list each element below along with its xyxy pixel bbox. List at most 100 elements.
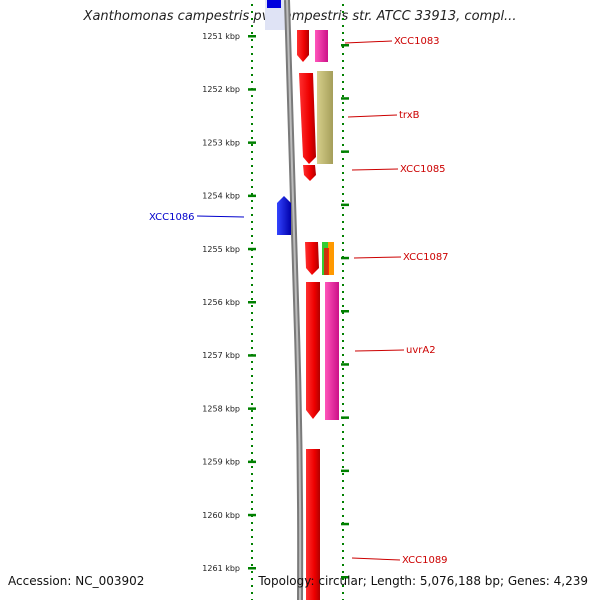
right-axis-dot <box>342 452 344 454</box>
axis-dot <box>251 11 253 13</box>
right-axis-dot <box>342 242 344 244</box>
axis-dot <box>251 67 253 69</box>
axis-dot <box>251 46 253 48</box>
axis-dot <box>251 571 253 573</box>
right-axis-dot <box>342 207 344 209</box>
right-axis-dot <box>342 550 344 552</box>
axis-dot <box>251 466 253 468</box>
axis-major-tick <box>248 35 256 38</box>
right-axis-dot <box>342 60 344 62</box>
right-axis-tick <box>341 203 349 207</box>
gene-arrow-uvra2[interactable] <box>306 282 320 419</box>
right-axis-tick <box>341 97 349 100</box>
axis-dot <box>251 123 253 125</box>
axis-major-tick <box>248 247 256 251</box>
right-axis-dot <box>342 480 344 482</box>
right-axis-dot <box>342 305 344 307</box>
axis-dot <box>251 158 253 160</box>
axis-dot <box>251 319 253 321</box>
right-axis-dot <box>342 340 344 342</box>
right-axis-dot <box>342 361 344 363</box>
right-axis-tick <box>341 44 349 47</box>
axis-dot <box>251 459 253 461</box>
right-axis-dot <box>342 81 344 83</box>
right-axis-tick <box>341 469 349 473</box>
gene-labels: XCC1083 trxB XCC1085 XCC1086 XCC1087 uvr… <box>149 36 449 566</box>
axis-major-tick <box>248 567 256 570</box>
label-leaders <box>196 40 405 561</box>
right-axis-dot <box>342 487 344 489</box>
right-axis-dot <box>342 32 344 34</box>
axis-dot <box>251 256 253 258</box>
axis-dot <box>251 438 253 440</box>
axis-tick-label: 1255 kbp <box>202 245 240 254</box>
right-dotted-line <box>341 4 349 600</box>
right-axis-dot <box>342 172 344 174</box>
feature-bar-magenta-long[interactable] <box>325 282 339 420</box>
axis-dot <box>251 116 253 118</box>
axis-dot <box>251 228 253 230</box>
axis-dot <box>251 200 253 202</box>
axis-dot <box>251 207 253 209</box>
gene-arrow-xcc1086[interactable] <box>277 196 291 235</box>
gene-features[interactable] <box>277 30 339 600</box>
right-axis-dot <box>342 438 344 440</box>
axis-tick-label: 1256 kbp <box>202 298 240 307</box>
gene-label-xcc1087: XCC1087 <box>403 252 449 263</box>
gene-arrow-xcc1089[interactable] <box>306 449 320 600</box>
right-axis-dot <box>342 158 344 160</box>
axis-dot <box>251 473 253 475</box>
right-axis-dot <box>342 277 344 279</box>
feature-bar-magenta[interactable] <box>315 30 328 62</box>
axis-major-tick <box>248 354 256 357</box>
right-axis-dot <box>342 557 344 559</box>
position-axis: 1251 kbp 1252 kbp 1253 kbp 1254 kbp 1255 kbp… <box>202 4 256 600</box>
gene-arrow-trxb[interactable] <box>299 73 316 164</box>
axis-dot <box>251 298 253 300</box>
axis-dot <box>251 452 253 454</box>
axis-dot <box>251 375 253 377</box>
axis-dot <box>251 508 253 510</box>
right-axis-dot <box>342 431 344 433</box>
gene-arrow-xcc1083[interactable] <box>297 30 309 62</box>
feature-bar-red-small[interactable] <box>324 248 329 275</box>
right-axis-dot <box>342 396 344 398</box>
axis-dot <box>251 501 253 503</box>
topology-label: Topology: circular; Length: 5,076,188 bp… <box>258 574 588 588</box>
right-axis-tick <box>341 150 349 153</box>
right-axis-dot <box>342 221 344 223</box>
right-axis-dot <box>342 130 344 132</box>
axis-dot <box>251 32 253 34</box>
right-axis-dot <box>342 585 344 587</box>
right-axis-dot <box>342 46 344 48</box>
right-axis-dot <box>342 102 344 104</box>
right-axis-dot <box>342 403 344 405</box>
right-axis-dot <box>342 571 344 573</box>
axis-dot <box>251 340 253 342</box>
right-axis-tick <box>341 363 349 366</box>
axis-dot <box>251 431 253 433</box>
gene-arrow-xcc1085[interactable] <box>303 165 316 181</box>
gene-arrow-xcc1087[interactable] <box>305 242 319 275</box>
right-axis-dot <box>342 284 344 286</box>
map-title: Xanthomonas campestris pv. campestris st… <box>83 9 517 24</box>
right-axis-dot <box>342 11 344 13</box>
right-axis-dot <box>342 410 344 412</box>
axis-tick-label: 1258 kbp <box>202 404 240 413</box>
right-axis-dot <box>342 95 344 97</box>
axis-dot <box>251 137 253 139</box>
axis-dot <box>251 529 253 531</box>
axis-dot <box>251 291 253 293</box>
right-axis-dot <box>342 508 344 510</box>
feature-bar-olive[interactable] <box>317 71 333 164</box>
gene-label-xcc1086: XCC1086 <box>149 212 195 223</box>
axis-dot <box>251 284 253 286</box>
right-axis-dot <box>342 298 344 300</box>
right-axis-dot <box>342 18 344 20</box>
axis-dot <box>251 347 253 349</box>
feature-bar-orange[interactable] <box>328 242 334 275</box>
axis-major-tick <box>248 460 256 464</box>
right-axis-dot <box>342 578 344 580</box>
right-axis-dot <box>342 193 344 195</box>
